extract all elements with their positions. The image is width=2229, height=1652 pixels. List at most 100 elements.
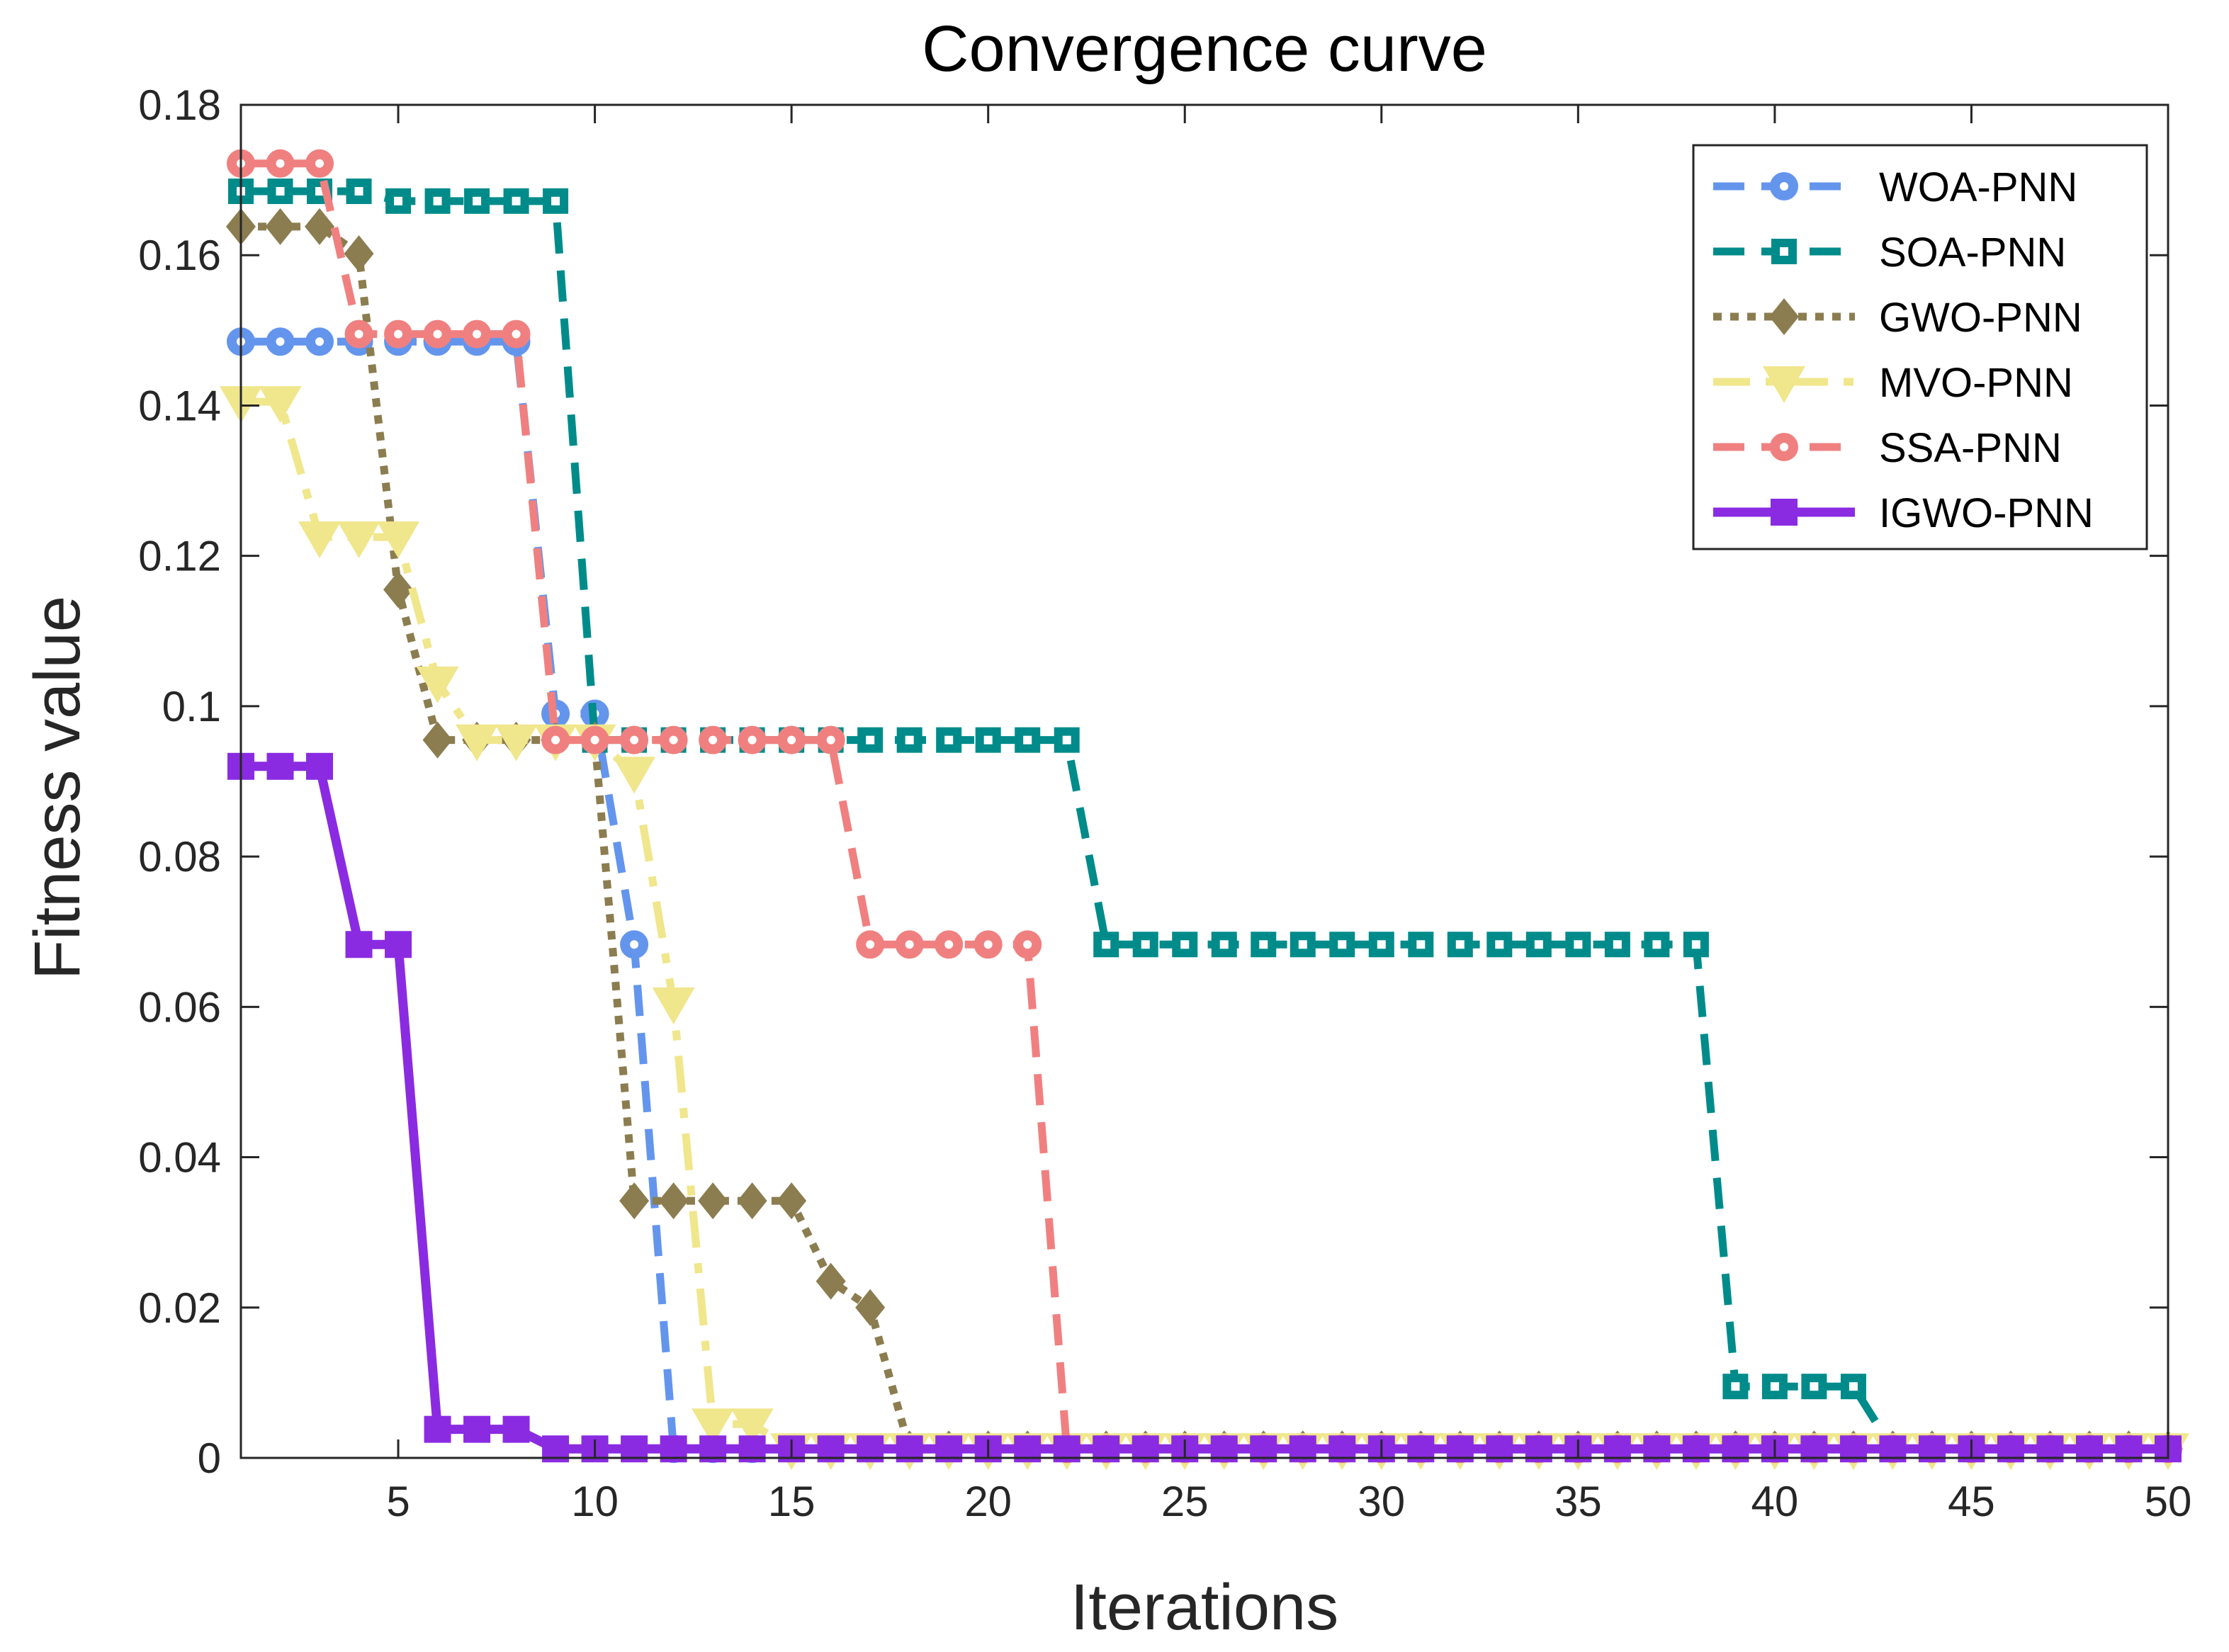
series-ssa-pnn-marker-center xyxy=(394,329,403,339)
legend: WOA-PNN SOA-PNN GWO-PNN MVO-PNN SSA-PNN IGWO-… xyxy=(1692,144,2148,550)
y-tick-label: 0.04 xyxy=(138,1134,221,1182)
x-tick-label: 35 xyxy=(1554,1478,1602,1525)
series-ssa-pnn-marker-center xyxy=(276,159,285,168)
series-ssa-pnn-marker-center xyxy=(512,329,521,339)
series-igwo-pnn-marker xyxy=(306,752,334,780)
y-tick-label: 0 xyxy=(198,1435,221,1482)
legend-igwo-pnn-marker xyxy=(1771,499,1798,526)
series-ssa-pnn-marker-center xyxy=(787,735,796,745)
x-tick-label: 50 xyxy=(2145,1478,2192,1525)
series-soa-pnn-marker-center xyxy=(1691,940,1700,949)
y-tick-label: 0.1 xyxy=(162,683,221,730)
legend-gwo-pnn-marker xyxy=(1769,298,1799,335)
legend-box xyxy=(1692,144,2148,550)
series-layer xyxy=(220,149,2189,1471)
legend-item-ssa-pnn: SSA-PNN xyxy=(1713,425,2062,471)
series-gwo-pnn-marker xyxy=(698,1182,728,1220)
series-soa-pnn-marker-center xyxy=(1219,940,1229,949)
legend-label-soa-pnn: SOA-PNN xyxy=(1879,230,2066,276)
series-soa-pnn-marker-center xyxy=(1141,940,1150,949)
series-soa-pnn-marker-center xyxy=(1338,940,1347,949)
y-tick-label: 0.12 xyxy=(138,533,221,580)
series-soa-pnn-marker-center xyxy=(1731,1382,1740,1391)
y-tick-label: 0.06 xyxy=(138,983,221,1031)
series-ssa-pnn-marker-center xyxy=(473,329,482,339)
series-soa-pnn-marker-center xyxy=(1259,940,1268,949)
series-soa-pnn-marker-center xyxy=(905,735,914,745)
series-gwo-pnn-marker xyxy=(658,1182,689,1220)
series-ssa-pnn-marker-center xyxy=(1023,940,1032,949)
series-soa-pnn-marker-center xyxy=(1102,940,1111,949)
y-tick-label: 0.14 xyxy=(138,382,221,429)
series-soa-pnn-marker-center xyxy=(1023,735,1032,745)
series-gwo-pnn-marker xyxy=(816,1262,846,1300)
series-soa-pnn-marker-center xyxy=(866,735,875,745)
series-ssa-pnn-marker-center xyxy=(747,735,757,745)
x-tick-label: 40 xyxy=(1751,1478,1799,1525)
legend-label-mvo-pnn: MVO-PNN xyxy=(1879,360,2073,406)
x-tick-label: 30 xyxy=(1358,1478,1405,1525)
series-soa-pnn-marker-center xyxy=(354,187,363,196)
series-line-soa-pnn xyxy=(241,187,2168,1453)
series-ssa-pnn-marker-center xyxy=(354,329,363,339)
series-soa-pnn-marker-center xyxy=(1770,1382,1779,1391)
series-soa-pnn-marker-center xyxy=(1495,940,1504,949)
x-tick-label: 20 xyxy=(964,1478,1012,1525)
x-tick-label: 15 xyxy=(768,1478,816,1525)
series-woa-pnn-marker-center xyxy=(276,337,285,346)
series-soa-pnn-marker-center xyxy=(1574,940,1583,949)
legend-item-mvo-pnn: MVO-PNN xyxy=(1713,360,2073,406)
series-woa-pnn-marker-center xyxy=(630,940,639,949)
series-mvo-pnn-marker xyxy=(495,724,538,762)
x-tick-label: 10 xyxy=(571,1478,619,1525)
series-soa-pnn-marker-center xyxy=(1534,940,1543,949)
series-soa-pnn-marker-center xyxy=(1455,940,1465,949)
series-soa-pnn-marker-center xyxy=(1180,940,1190,949)
series-soa-pnn-marker-center xyxy=(1613,940,1622,949)
series-mvo-pnn-marker xyxy=(730,1408,774,1446)
series-ssa-pnn-marker-center xyxy=(315,159,325,168)
series-ssa-pnn-marker-center xyxy=(709,735,718,745)
legend-label-woa-pnn: WOA-PNN xyxy=(1879,164,2077,210)
series-mvo-pnn-marker xyxy=(259,386,302,424)
chart-title: Convergence curve xyxy=(922,13,1487,85)
series-gwo-pnn-marker xyxy=(383,571,414,609)
y-axis-title: Fitness value xyxy=(21,596,94,980)
series-soa-pnn-marker-center xyxy=(1810,1382,1819,1391)
series-ssa-pnn-marker-center xyxy=(983,940,993,949)
legend-woa-pnn-marker-center xyxy=(1780,182,1788,191)
series-soa-pnn-marker-center xyxy=(1652,940,1661,949)
series-woa-pnn-marker-center xyxy=(315,337,325,346)
series-mvo-pnn-marker xyxy=(456,724,499,762)
series-ssa-pnn-marker-center xyxy=(551,735,560,745)
x-axis-title: Iterations xyxy=(1071,1571,1338,1643)
series-ssa-pnn-marker-center xyxy=(630,735,639,745)
series-soa-pnn-marker-center xyxy=(512,196,521,205)
y-tick-label: 0.08 xyxy=(138,833,221,881)
legend-mvo-pnn-marker xyxy=(1763,366,1805,403)
series-gwo-pnn-marker xyxy=(737,1182,767,1220)
legend-item-gwo-pnn: GWO-PNN xyxy=(1713,295,2082,341)
series-mvo-pnn-marker xyxy=(377,521,420,559)
series-gwo-pnn-marker xyxy=(619,1182,650,1220)
series-gwo-pnn-marker xyxy=(777,1182,807,1220)
series-gwo-pnn-marker xyxy=(305,208,335,245)
series-mvo-pnn-marker xyxy=(652,988,695,1025)
series-ssa-pnn-marker-center xyxy=(826,735,835,745)
series-ssa-pnn-marker-center xyxy=(433,329,442,339)
legend-soa-pnn-marker-center xyxy=(1780,247,1788,256)
series-igwo-pnn-marker xyxy=(345,931,373,958)
series-ssa-pnn-marker-center xyxy=(669,735,678,745)
series-mvo-pnn-marker xyxy=(613,757,656,794)
series-soa-pnn-marker-center xyxy=(1849,1382,1858,1391)
series-gwo-pnn-marker xyxy=(344,235,374,273)
series-soa-pnn-marker-center xyxy=(1062,735,1071,745)
series-soa-pnn-marker-center xyxy=(1298,940,1307,949)
y-tick-label: 0.02 xyxy=(138,1284,221,1332)
series-ssa-pnn-marker-center xyxy=(590,735,599,745)
y-tick-label: 0.18 xyxy=(138,81,221,129)
x-tick-label: 25 xyxy=(1161,1478,1209,1525)
series-mvo-pnn-marker xyxy=(298,521,342,559)
series-ssa-pnn-marker-center xyxy=(905,940,914,949)
